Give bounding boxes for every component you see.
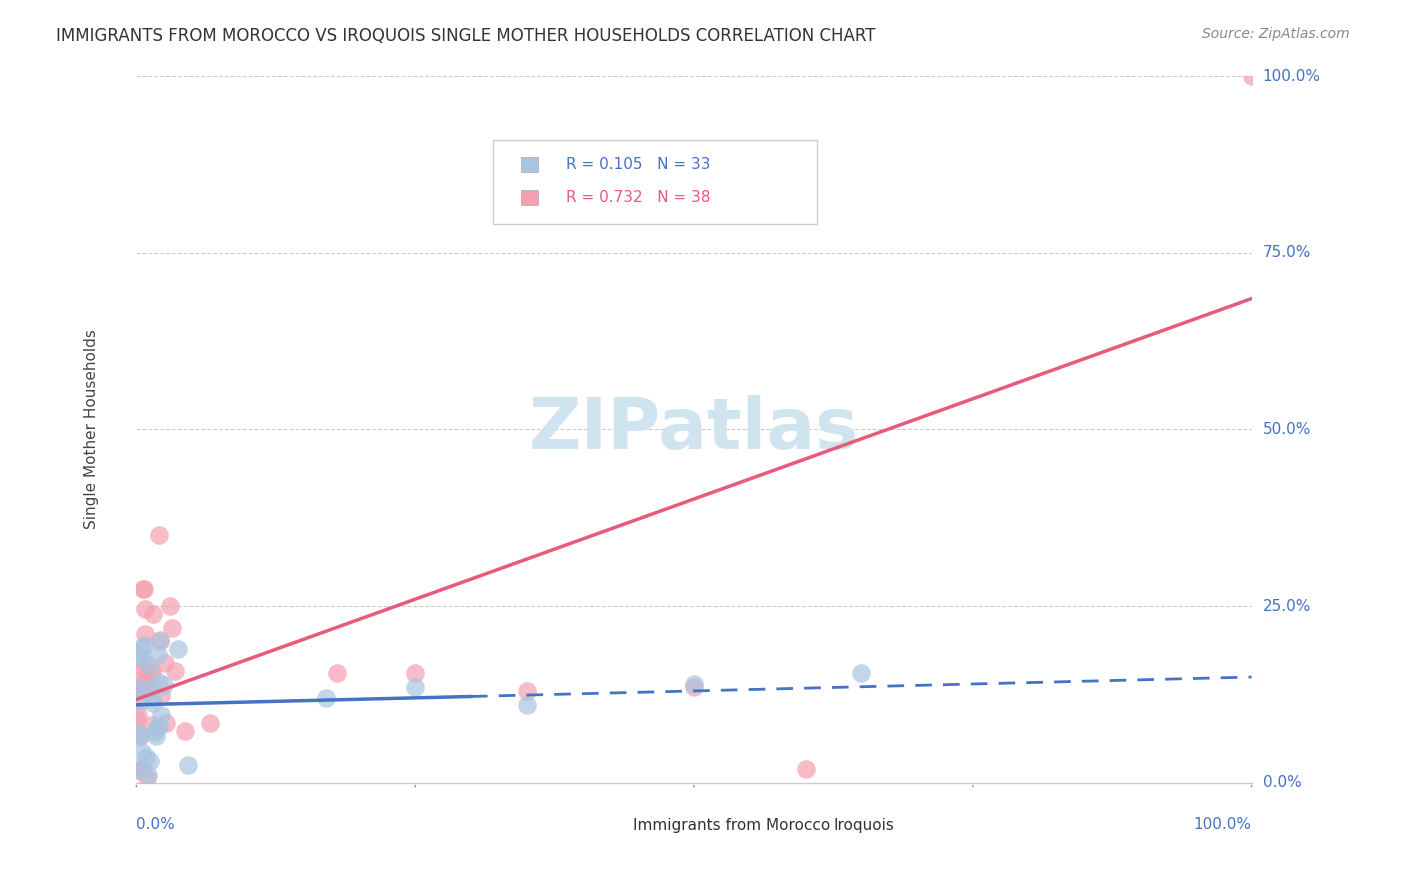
- Point: [148, 528, 170, 542]
- Point: [132, 582, 155, 597]
- Point: [315, 690, 337, 705]
- Text: R = 0.105   N = 33: R = 0.105 N = 33: [565, 157, 710, 172]
- Point: [134, 627, 156, 641]
- Point: [138, 681, 160, 696]
- Point: [132, 661, 155, 675]
- Point: [142, 607, 165, 621]
- Point: [155, 715, 177, 730]
- Point: [125, 647, 148, 661]
- Point: [125, 763, 148, 777]
- Point: [131, 678, 153, 692]
- Point: [404, 666, 426, 681]
- Point: [153, 678, 176, 692]
- Point: [135, 750, 157, 764]
- Point: [198, 716, 221, 731]
- FancyBboxPatch shape: [522, 157, 538, 172]
- Point: [125, 713, 148, 727]
- Text: 0.0%: 0.0%: [1263, 775, 1302, 790]
- FancyBboxPatch shape: [522, 190, 538, 205]
- Text: 75.0%: 75.0%: [1263, 245, 1310, 260]
- Point: [128, 730, 150, 744]
- Point: [139, 666, 162, 681]
- Point: [165, 664, 187, 678]
- Point: [132, 582, 155, 596]
- FancyBboxPatch shape: [494, 140, 817, 225]
- Point: [138, 658, 160, 673]
- Point: [160, 621, 183, 635]
- Point: [127, 693, 149, 707]
- Text: IMMIGRANTS FROM MOROCCO VS IROQUOIS SINGLE MOTHER HOUSEHOLDS CORRELATION CHART: IMMIGRANTS FROM MOROCCO VS IROQUOIS SING…: [56, 27, 876, 45]
- Point: [153, 656, 176, 670]
- Point: [683, 677, 706, 691]
- Point: [148, 719, 170, 733]
- Text: 50.0%: 50.0%: [1263, 422, 1310, 437]
- Point: [516, 683, 538, 698]
- Point: [131, 641, 153, 656]
- Point: [143, 725, 166, 739]
- Point: [128, 726, 150, 740]
- Text: 100.0%: 100.0%: [1263, 69, 1320, 84]
- Point: [148, 674, 170, 689]
- Text: Iroquois: Iroquois: [834, 818, 894, 832]
- Point: [129, 650, 152, 665]
- Point: [125, 680, 148, 694]
- Text: Source: ZipAtlas.com: Source: ZipAtlas.com: [1202, 27, 1350, 41]
- Point: [146, 648, 169, 663]
- Point: [326, 666, 349, 681]
- Point: [141, 717, 163, 731]
- Point: [141, 665, 163, 680]
- FancyBboxPatch shape: [605, 819, 621, 831]
- Text: ZIPatlas: ZIPatlas: [529, 395, 859, 464]
- Point: [132, 762, 155, 776]
- Point: [149, 634, 172, 648]
- Point: [135, 771, 157, 785]
- Point: [127, 708, 149, 723]
- Point: [138, 768, 160, 782]
- Point: [136, 682, 159, 697]
- Point: [173, 723, 195, 738]
- Point: [150, 708, 173, 723]
- Point: [1240, 69, 1263, 83]
- Point: [135, 673, 157, 687]
- FancyBboxPatch shape: [806, 819, 821, 831]
- Point: [141, 690, 163, 705]
- Point: [131, 745, 153, 759]
- Point: [134, 657, 156, 672]
- Point: [127, 683, 149, 698]
- Text: 25.0%: 25.0%: [1263, 599, 1310, 614]
- Point: [176, 758, 198, 772]
- Text: 100.0%: 100.0%: [1194, 817, 1251, 832]
- Point: [128, 674, 150, 689]
- Point: [134, 602, 156, 616]
- Point: [129, 695, 152, 709]
- Text: Immigrants from Morocco: Immigrants from Morocco: [633, 818, 830, 832]
- Point: [134, 638, 156, 652]
- Point: [139, 755, 162, 769]
- Text: Single Mother Households: Single Mother Households: [84, 329, 100, 529]
- Point: [142, 696, 165, 710]
- Point: [851, 666, 873, 681]
- Point: [129, 728, 152, 742]
- Point: [404, 680, 426, 694]
- Point: [149, 633, 172, 648]
- Point: [127, 762, 149, 776]
- Point: [159, 599, 181, 613]
- Point: [683, 680, 706, 694]
- Text: R = 0.732   N = 38: R = 0.732 N = 38: [565, 190, 710, 205]
- Point: [146, 721, 169, 735]
- Point: [794, 762, 817, 776]
- Point: [516, 698, 538, 712]
- Point: [150, 689, 173, 703]
- Text: 0.0%: 0.0%: [136, 817, 176, 832]
- Point: [167, 642, 190, 657]
- Point: [145, 729, 167, 743]
